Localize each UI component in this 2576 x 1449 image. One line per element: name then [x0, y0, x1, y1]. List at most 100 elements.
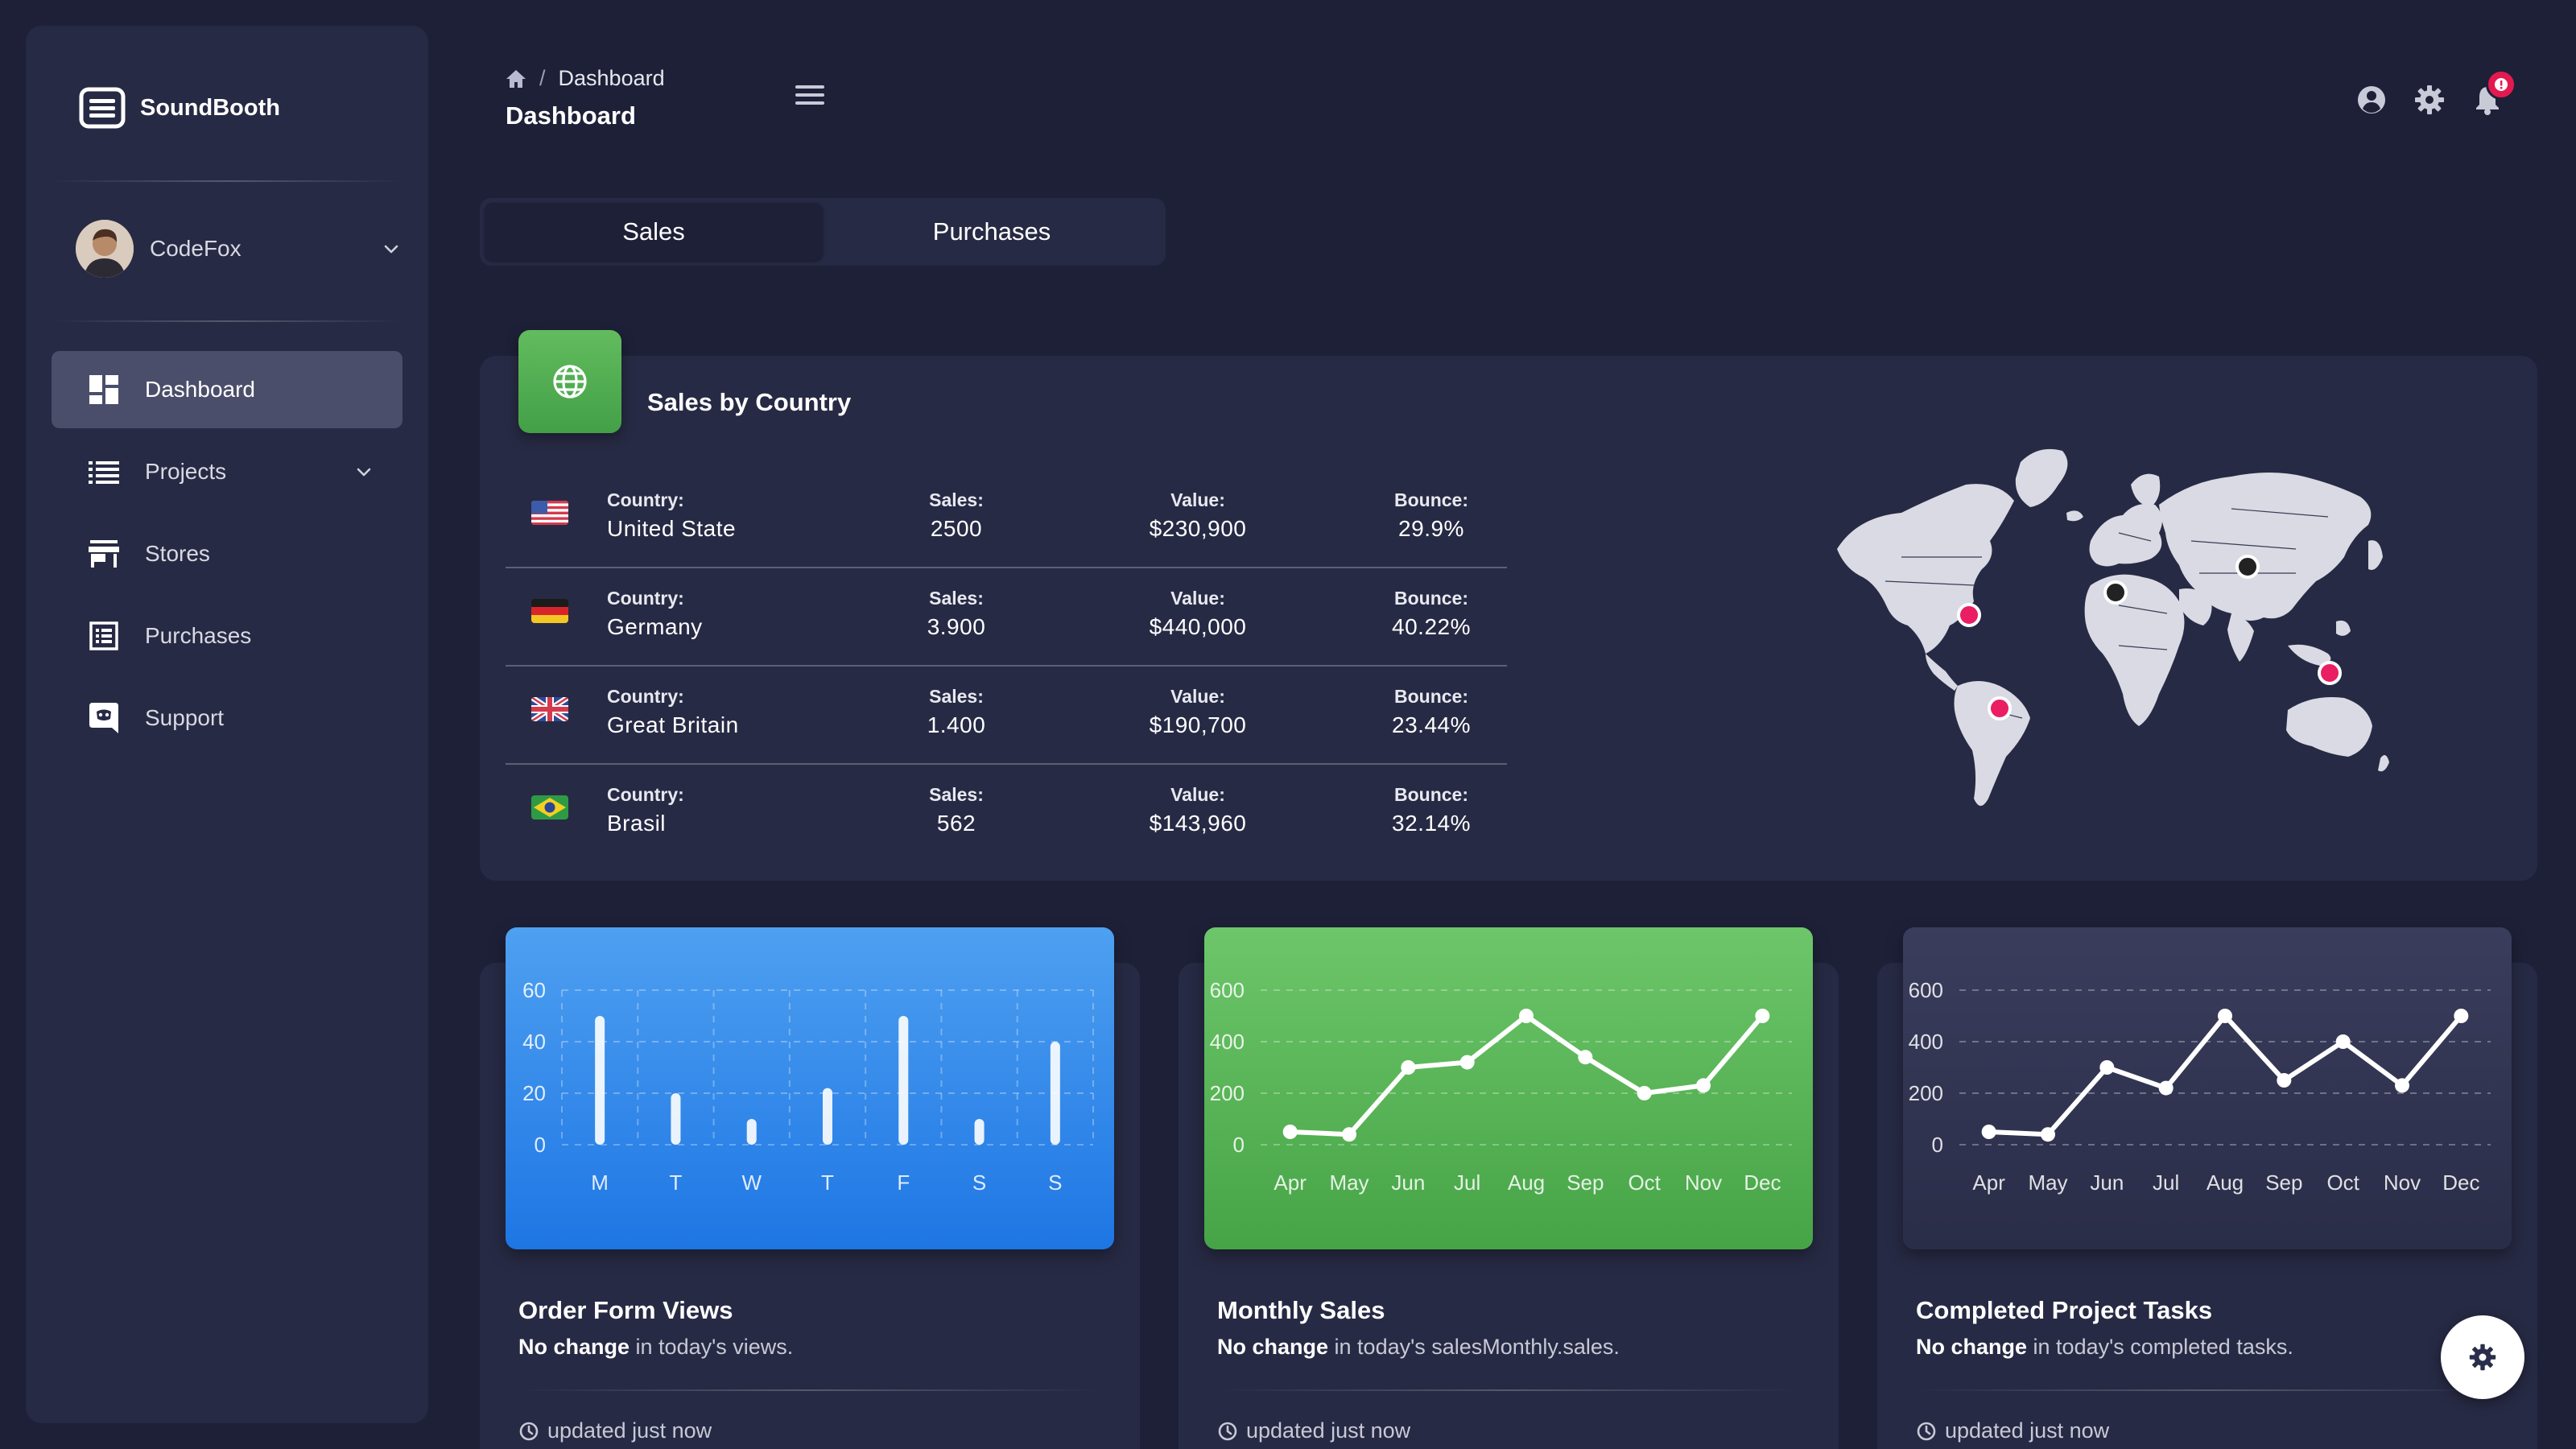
- sidebar-item-label: Purchases: [145, 623, 252, 648]
- country-name: Great Britain: [607, 712, 739, 737]
- map-scandinavia: [2131, 473, 2161, 507]
- x-tick-label: F: [897, 1170, 910, 1195]
- menu-icon[interactable]: [794, 82, 826, 108]
- map-arabia: [2179, 588, 2212, 625]
- data-point: [1578, 1050, 1593, 1065]
- sidebar-item-dashboard[interactable]: Dashboard: [52, 351, 402, 428]
- updated-text: updated just now: [547, 1418, 712, 1443]
- data-point: [2277, 1073, 2292, 1088]
- label-country: Country:: [607, 489, 684, 510]
- bar: [746, 1119, 757, 1145]
- account-icon[interactable]: [2355, 84, 2388, 116]
- bar: [671, 1093, 681, 1145]
- table-row: Country: Germany Sales: 3.900 Value: $440,0…: [506, 568, 1507, 667]
- configurator-button[interactable]: [2441, 1315, 2524, 1399]
- sidebar-item-label: Dashboard: [145, 377, 255, 402]
- sidebar-item-label: Stores: [145, 541, 210, 566]
- label-value: Value:: [1170, 686, 1225, 707]
- x-tick-label: Sep: [2265, 1170, 2302, 1195]
- receipt-icon: [87, 619, 121, 653]
- home-icon[interactable]: [506, 69, 526, 89]
- sales-value: 3.900: [927, 614, 986, 639]
- money-value: $440,000: [1149, 614, 1247, 639]
- map-iceland: [2066, 510, 2083, 522]
- card-footer: updated just now: [1217, 1418, 1410, 1443]
- money-value: $190,700: [1149, 712, 1247, 737]
- chart-tile: 0 200 400 600 Apr May Jun Jul Aug Sep Oct Nov Dec: [1204, 927, 1813, 1249]
- tab-sales[interactable]: Sales: [485, 203, 823, 261]
- x-tick-label: Apr: [1274, 1170, 1307, 1195]
- brand[interactable]: SoundBooth: [79, 68, 280, 148]
- globe-icon: [553, 365, 587, 398]
- bar: [974, 1119, 985, 1145]
- x-tick-label: Dec: [1744, 1170, 1781, 1195]
- data-point: [1696, 1078, 1711, 1093]
- data-point: [2041, 1127, 2055, 1142]
- data-point: [1519, 1009, 1534, 1023]
- money-value: $230,900: [1149, 516, 1247, 541]
- chart-tile: 0 20 40 60 M T W T F S S: [506, 927, 1114, 1249]
- data-point: [2158, 1080, 2174, 1096]
- marker-sea[interactable]: [2318, 661, 2342, 685]
- x-tick-label: Nov: [1685, 1170, 1722, 1195]
- sidebar-divider: [52, 180, 402, 182]
- completed-tasks-card: 0 200 400 600 Apr May Jun Jul Aug Sep Oct Nov Dec Co…: [1877, 927, 2537, 1449]
- sales-value: 562: [936, 811, 976, 836]
- card-title: Sales by Country: [647, 388, 852, 416]
- sidebar-item-projects[interactable]: Projects: [52, 433, 402, 510]
- bar: [1050, 1042, 1060, 1145]
- marker-brazil[interactable]: [1988, 696, 2012, 720]
- card-divider: [518, 1389, 1101, 1391]
- marker-russia[interactable]: [2235, 555, 2260, 579]
- change-text: in today's views.: [630, 1335, 794, 1359]
- tab-purchases[interactable]: Purchases: [932, 217, 1051, 246]
- data-point: [2218, 1009, 2232, 1023]
- card-footer: updated just now: [1916, 1418, 2109, 1443]
- user-menu[interactable]: CodeFox: [76, 196, 401, 301]
- x-tick-label: Jun: [1391, 1170, 1425, 1195]
- clock-icon: [1218, 1422, 1237, 1440]
- money-value: $143,960: [1149, 811, 1247, 836]
- x-tick-label: S: [1048, 1170, 1062, 1195]
- country-table: Country: United State Sales: 2500 Value: $2…: [506, 470, 1507, 863]
- marker-europe[interactable]: [2103, 580, 2128, 605]
- map-indonesia: [2288, 644, 2331, 666]
- chevron-down-icon[interactable]: [354, 462, 374, 481]
- tabs: Sales Purchases: [480, 198, 1166, 266]
- sidebar-divider: [52, 320, 402, 322]
- bar-chart: 0 20 40 60 M T W T F S S: [522, 978, 1094, 1195]
- notifications-button[interactable]: [2471, 69, 2516, 116]
- chevron-down-icon[interactable]: [382, 239, 401, 258]
- world-map[interactable]: [1813, 420, 2441, 823]
- x-tick-label: T: [821, 1170, 834, 1195]
- updated-text: updated just now: [1945, 1418, 2110, 1443]
- table-row: Country: Brasil Sales: 562 Value: $143,960 …: [506, 765, 1507, 863]
- user-name: CodeFox: [150, 236, 242, 261]
- label-value: Value:: [1170, 588, 1225, 609]
- chart-tile: 0 200 400 600 Apr May Jun Jul Aug Sep Oct Nov Dec: [1903, 927, 2512, 1249]
- store-icon: [87, 537, 121, 571]
- sales-value: 2500: [930, 516, 983, 541]
- x-tick-label: Aug: [1508, 1170, 1545, 1195]
- sidebar-item-purchases[interactable]: Purchases: [52, 597, 402, 675]
- marker-usa[interactable]: [1957, 603, 1981, 627]
- table-row: Country: United State Sales: 2500 Value: $2…: [506, 470, 1507, 568]
- x-tick-label: Jul: [2153, 1170, 2179, 1195]
- card-footer: updated just now: [518, 1418, 712, 1443]
- change-status: No change: [1916, 1335, 2028, 1359]
- y-tick-label: 200: [1210, 1081, 1245, 1105]
- x-tick-label: Jul: [1454, 1170, 1480, 1195]
- x-tick-label: Sep: [1567, 1170, 1604, 1195]
- sales-value: 1.400: [927, 712, 986, 737]
- sidebar-item-support[interactable]: Support: [52, 679, 402, 757]
- country-name: Brasil: [607, 811, 667, 836]
- map-new-zealand: [2378, 755, 2389, 772]
- sidebar-item-stores[interactable]: Stores: [52, 515, 402, 592]
- settings-icon[interactable]: [2413, 84, 2446, 116]
- map-uk: [2096, 530, 2107, 547]
- map-india: [2227, 613, 2254, 662]
- data-point: [1401, 1060, 1416, 1075]
- card-subtitle: No change in today's completed tasks.: [1916, 1335, 2293, 1360]
- sidebar: SoundBooth CodeFox: [26, 26, 428, 1423]
- y-tick-label: 60: [522, 978, 546, 1002]
